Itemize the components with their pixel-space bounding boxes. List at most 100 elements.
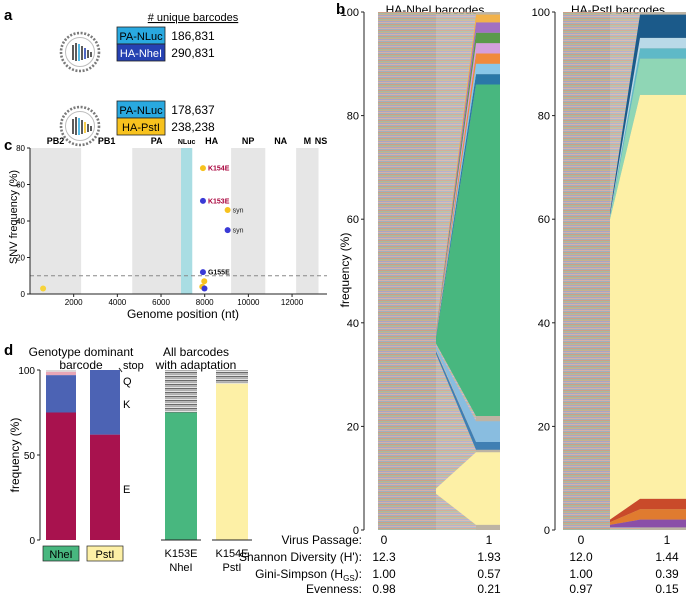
adaptation-label-line1: K153E bbox=[164, 548, 197, 560]
adaptation-title-line2: with adaptation bbox=[155, 358, 237, 372]
psti-shannon-0: 12.0 bbox=[569, 550, 593, 564]
barcode-y-tick-label: 0 bbox=[544, 525, 550, 537]
barcode-lineage bbox=[436, 22, 500, 333]
genotype-title-line2: barcode bbox=[59, 358, 103, 372]
barcode-lineage bbox=[610, 519, 686, 528]
snv-point bbox=[201, 278, 208, 285]
barcode-y-tick-label: 100 bbox=[532, 7, 550, 19]
genotype-ylabel: frequency (%) bbox=[8, 418, 22, 493]
panel-label-b: b bbox=[336, 1, 345, 18]
nhei-evenness-0: 0.98 bbox=[372, 582, 396, 594]
segment-label-np: NP bbox=[242, 136, 255, 146]
segment-label-m: M bbox=[304, 136, 312, 146]
barcode-lineage bbox=[610, 509, 686, 525]
ha-psti-tag bbox=[116, 117, 166, 136]
segment-band-pb2 bbox=[30, 148, 82, 294]
panel-d: Genotype dominant barcode All barcodes w… bbox=[8, 345, 252, 574]
barcode-lineage bbox=[436, 14, 500, 332]
snv-point bbox=[40, 285, 47, 292]
ha-nhei-count: 290,831 bbox=[171, 46, 215, 60]
genotype-bar-stop bbox=[46, 370, 76, 372]
barcode-y-tick-label: 20 bbox=[347, 421, 359, 433]
genotype-bar-Q bbox=[46, 371, 76, 376]
snv-y-tick-label: 40 bbox=[16, 217, 25, 226]
ha-psti-tag-label: HA-PstI bbox=[122, 122, 160, 134]
segment-label-na: NA bbox=[274, 136, 287, 146]
panel-label-a: a bbox=[4, 7, 13, 24]
gini-label-tail: ): bbox=[355, 567, 362, 581]
category-tag-label: NheI bbox=[49, 549, 72, 561]
category-tag-nhei bbox=[42, 545, 80, 562]
genotype-bar-K bbox=[46, 375, 76, 413]
category-tag-psti bbox=[86, 545, 124, 562]
psti-passage-1: 1 bbox=[664, 533, 671, 547]
barcode-y-tick-label: 60 bbox=[347, 214, 359, 226]
snv-point bbox=[199, 197, 206, 204]
barcode-axes: 0 20 40 60 80 100 0 20 40 60 80 100 bbox=[341, 7, 556, 537]
adaptation-bar-dominant bbox=[216, 383, 248, 540]
pa-nluc-count-1: 186,831 bbox=[171, 29, 215, 43]
snv-point bbox=[201, 285, 208, 292]
genotype-bar-E bbox=[90, 434, 120, 540]
snv-x-tick-label: 12000 bbox=[281, 298, 304, 307]
snv-x-tick-label: 2000 bbox=[65, 298, 83, 307]
barcode-y-tick-label: 80 bbox=[538, 111, 550, 123]
barcode-lineage bbox=[610, 94, 686, 520]
passage0-barcodes bbox=[378, 12, 436, 530]
segment-band-m bbox=[296, 148, 319, 294]
nhei-passage-0: 0 bbox=[381, 533, 388, 547]
barcode-lineage bbox=[610, 58, 686, 220]
barcode-y-tick-label: 20 bbox=[538, 421, 550, 433]
adaptation-title-line1: All barcodes bbox=[163, 345, 229, 359]
nhei-shannon-0: 12.3 bbox=[372, 550, 396, 564]
pa-nluc-tag-1-label: PA-NLuc bbox=[119, 31, 163, 43]
adaptation-bars: K153E NheI K154E PstI bbox=[161, 370, 252, 574]
genotype-bar-E bbox=[46, 412, 76, 540]
barcode-lineage bbox=[610, 37, 686, 217]
snv-point bbox=[224, 227, 231, 234]
adaptation-bar-other bbox=[216, 370, 248, 384]
barcode-lineage bbox=[436, 84, 500, 417]
row-label-gini: Gini-Simpson (HGS): bbox=[255, 567, 362, 583]
adaptation-label-line1: K154E bbox=[215, 548, 248, 560]
segment-label-ns: NS bbox=[315, 136, 328, 146]
barcode-ylabel: frequency (%) bbox=[338, 233, 352, 308]
adaptation-label-line2: PstI bbox=[223, 562, 242, 574]
barcode-y-tick-label: 100 bbox=[341, 7, 359, 19]
barcode-lineage bbox=[610, 498, 686, 523]
segment-band-pa bbox=[132, 148, 182, 294]
segment-band-np bbox=[231, 148, 266, 294]
pa-nluc-tag-2-label: PA-NLuc bbox=[119, 105, 163, 117]
barcode-y-tick-label: 80 bbox=[347, 111, 359, 123]
ha-nhei-tag-label: HA-NheI bbox=[120, 48, 162, 60]
genome-segments: PB2 PB1 PA NLuc HA NP NA M NS bbox=[30, 136, 327, 294]
genotype-axes: 0 50 100 bbox=[18, 366, 41, 547]
barcode-lineage bbox=[436, 63, 500, 337]
nhei-barcode-flow bbox=[378, 12, 500, 530]
psti-gini-1: 0.39 bbox=[655, 567, 679, 581]
barcode-lineage bbox=[436, 53, 500, 336]
nhei-shannon-1: 1.93 bbox=[477, 550, 501, 564]
snv-y-tick-label: 80 bbox=[16, 144, 25, 153]
barcode-lineage bbox=[436, 43, 500, 335]
snv-y-tick-label: 60 bbox=[16, 181, 25, 190]
snv-point-label: G155E bbox=[208, 270, 230, 277]
row-label-shannon: Shannon Diversity (H'): bbox=[239, 550, 362, 564]
snv-axes: 2000 4000 6000 8000 10000 12000 0 20 40 60 80 bbox=[16, 144, 327, 307]
psti-gini-0: 1.00 bbox=[569, 567, 593, 581]
panel-b: HA-NheI barcodes HA-PstI barcodes 020406… bbox=[239, 3, 686, 594]
snv-y-tick-label: 20 bbox=[16, 254, 25, 263]
pa-nluc-count-2: 178,637 bbox=[171, 103, 215, 117]
psti-barcode-flow bbox=[563, 12, 686, 530]
adaptation-bar-dominant bbox=[165, 412, 197, 540]
snv-y-tick-label: 0 bbox=[21, 290, 26, 299]
snv-point bbox=[199, 165, 206, 172]
snv-xlabel: Genome position (nt) bbox=[127, 307, 239, 321]
adaptation-label-line2: NheI bbox=[169, 562, 192, 574]
passage0-barcodes bbox=[563, 12, 610, 530]
barcode-lineage bbox=[610, 48, 686, 218]
genotype-legend-e: E bbox=[123, 484, 130, 496]
psti-evenness-0: 0.97 bbox=[569, 582, 593, 594]
